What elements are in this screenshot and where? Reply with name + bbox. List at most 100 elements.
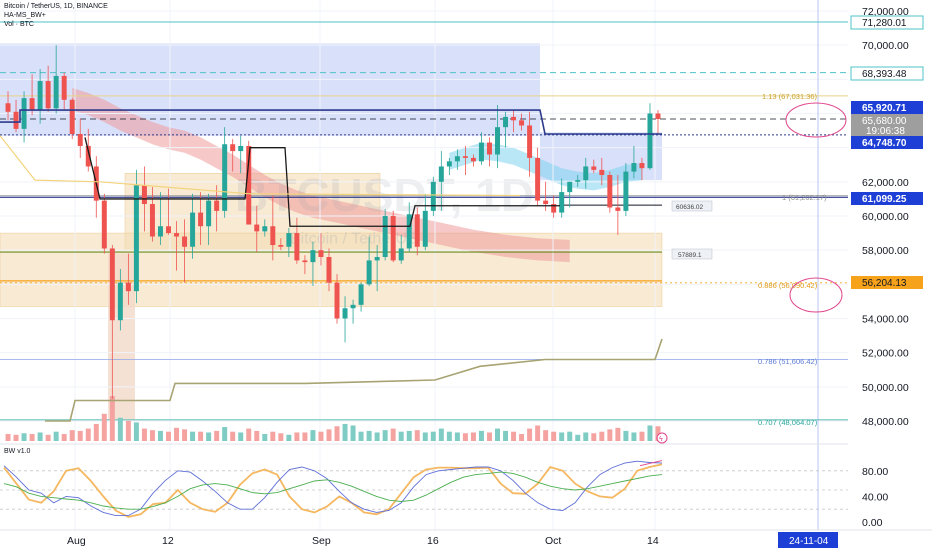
circle-annotation-top[interactable]: [785, 102, 847, 138]
candle-body: [358, 284, 364, 305]
volume-bar: [519, 434, 525, 441]
volume-bar: [470, 432, 476, 441]
candle-body: [262, 226, 268, 232]
candle-body: [615, 207, 621, 211]
candle-body: [422, 210, 428, 247]
fib-0886-label: 0.886 (56,090.42): [758, 281, 818, 290]
time-tick-label: Sep: [312, 535, 331, 547]
indicator-ha-ms[interactable]: HA-MS_BW+: [4, 12, 46, 19]
candle-body: [543, 200, 549, 205]
price-tick-label: 70,000.00: [862, 40, 909, 52]
badge-countdown-text: 19:06:38: [866, 126, 905, 137]
volume-bar: [149, 430, 155, 441]
volume-bar: [334, 426, 340, 441]
price-tick-label: 60,000.00: [862, 211, 909, 223]
candle-body: [214, 200, 220, 211]
price-tick-label: 58,000.00: [862, 245, 909, 257]
overlay-lines: [0, 109, 663, 422]
badge-71280-text: 71,280.01: [862, 18, 907, 29]
candle-body: [174, 233, 180, 237]
volume-bar: [45, 434, 51, 441]
volume-bar: [29, 434, 35, 441]
candle-body: [53, 75, 59, 109]
volume-bar: [166, 431, 171, 441]
volume-bar: [406, 430, 412, 441]
osc-pink-tail: [639, 460, 663, 467]
volume-bar: [647, 425, 653, 441]
candle-body: [117, 282, 123, 321]
volume-bar: [214, 430, 220, 441]
candle-body: [495, 127, 500, 155]
volume-bar: [398, 431, 404, 441]
volume-bar: [374, 432, 380, 441]
event-flag-icon[interactable]: [656, 432, 668, 444]
badge-low: [851, 136, 923, 149]
candle-body: [77, 134, 83, 146]
price-tick-label: 52,000.00: [862, 348, 909, 360]
volume-bar: [631, 432, 637, 441]
volume-bar: [591, 433, 597, 441]
candle-body: [390, 216, 396, 261]
osc-tick-label: 0.00: [862, 517, 883, 529]
candle-body: [230, 144, 236, 152]
candle-body: [446, 161, 452, 167]
volume-bar: [575, 434, 581, 441]
fib-1-label: 1 (61,202.17): [782, 193, 827, 202]
candle-body: [5, 103, 11, 112]
volume-bar: [390, 428, 396, 441]
volume-bar: [117, 417, 123, 441]
candle-body: [382, 216, 388, 257]
candle-body: [61, 75, 67, 100]
volume-bar: [422, 432, 428, 441]
volume-bar: [230, 431, 236, 441]
badge-low-text: 64,748.70: [862, 138, 907, 149]
time-axis: Aug 12 Sep 16 Oct 14: [0, 529, 932, 547]
oscillator-title[interactable]: BW v1.0: [4, 448, 31, 455]
volume-bar: [318, 431, 324, 441]
candle-body: [109, 248, 115, 321]
candle-body: [254, 224, 260, 232]
price-tick-label: 62,000.00: [862, 177, 909, 189]
candle-body: [478, 142, 484, 162]
price-tick-label: 72,000.00: [862, 6, 909, 18]
candle-body: [599, 169, 605, 175]
osc-tick-label: 80.00: [862, 466, 888, 478]
volume-bar: [302, 432, 308, 441]
circle-annotation-bottom[interactable]: [789, 277, 843, 313]
fib-113-label: 1.13 (67,031.36): [762, 92, 818, 101]
volume-bar: [21, 433, 27, 441]
volume-bar: [206, 432, 212, 441]
volume-bar: [182, 429, 188, 441]
volume-bar: [246, 428, 252, 441]
indicator-volume[interactable]: Vol · BTC: [4, 21, 34, 28]
volume-bar: [454, 432, 460, 441]
volume-bar: [350, 425, 356, 441]
candle-body: [535, 157, 541, 201]
volume-bar: [254, 430, 260, 441]
candle-body: [302, 260, 308, 263]
badge-56204: [851, 276, 923, 289]
candle-body: [511, 116, 517, 121]
candle-body: [607, 175, 613, 208]
volume-bar: [85, 428, 91, 441]
candle-body: [519, 120, 525, 126]
candle-body: [591, 166, 597, 170]
date-badge-text: 24-11-04: [789, 536, 829, 547]
volume-bar: [5, 434, 11, 441]
candle-body: [655, 113, 661, 119]
candle-body: [583, 166, 589, 181]
volume-bar: [559, 432, 565, 441]
volume-bar: [326, 429, 332, 441]
candle-body: [246, 145, 252, 225]
volume-bar: [599, 431, 605, 441]
candle-body: [631, 163, 637, 172]
candle-body: [326, 257, 332, 283]
candle-body: [470, 157, 476, 162]
olive-support-line: [45, 338, 663, 422]
volume-bar: [486, 432, 492, 441]
badge-56204-text: 56,204.13: [862, 278, 907, 289]
time-tick-label: 16: [427, 535, 439, 547]
label-57889: 57889.1: [678, 252, 702, 259]
volume-bar: [527, 428, 533, 441]
